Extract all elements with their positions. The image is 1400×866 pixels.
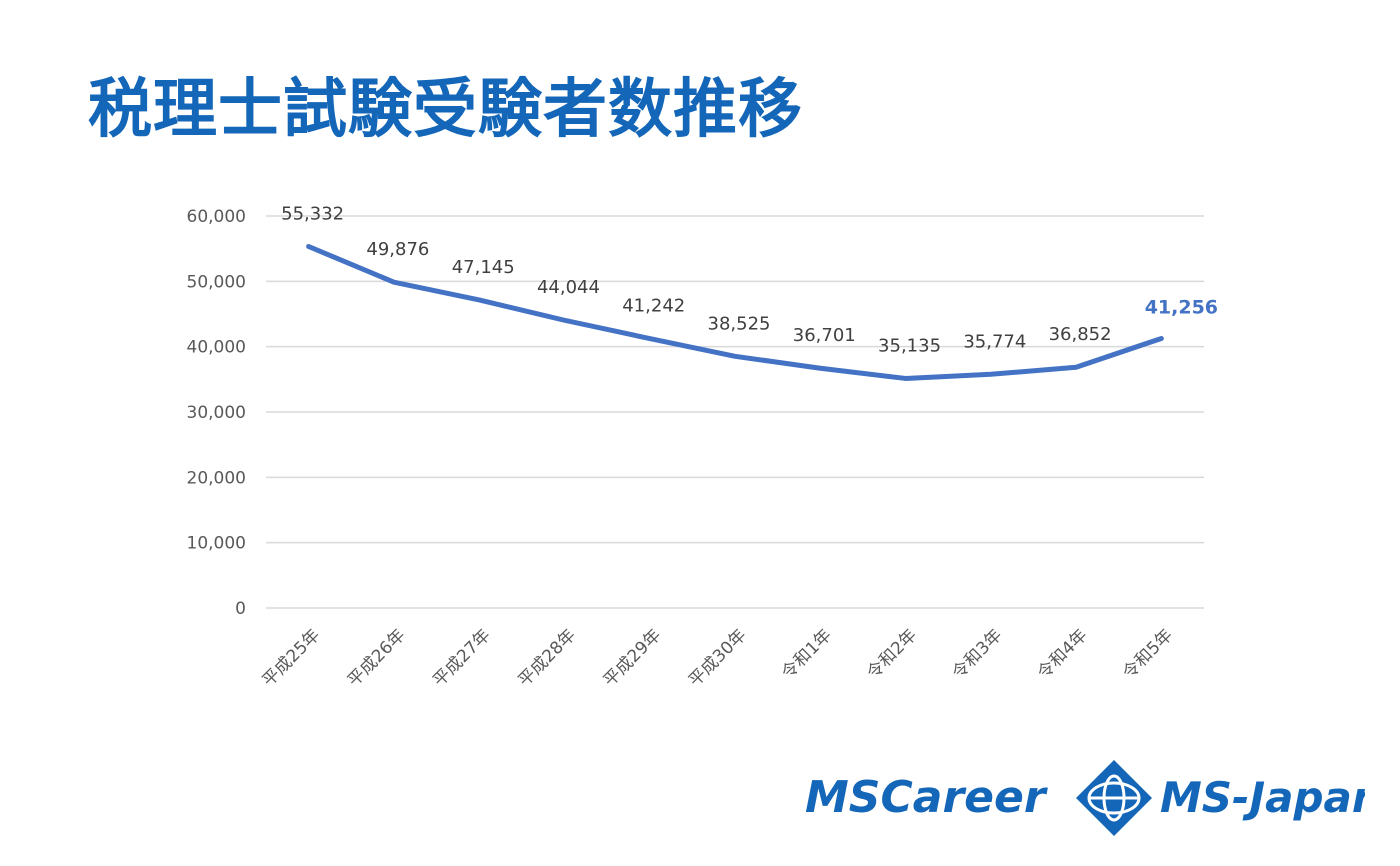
x-tick-label: 平成26年 — [344, 625, 410, 691]
x-tick-label: 令和4年 — [1034, 625, 1092, 683]
x-tick-label: 平成30年 — [685, 625, 751, 691]
data-label: 38,525 — [708, 313, 771, 334]
x-tick-label: 平成27年 — [429, 625, 495, 691]
diamond-globe-icon — [1076, 760, 1152, 836]
x-tick-label: 令和3年 — [948, 625, 1006, 683]
data-labels: 55,332 49,876 47,145 44,044 41,242 38,525 36,7… — [281, 203, 1218, 356]
grid-lines — [266, 215, 1204, 609]
y-tick-label: 20,000 — [187, 468, 246, 488]
data-label: 44,044 — [537, 277, 600, 298]
data-label: 36,852 — [1049, 324, 1112, 345]
data-label: 41,242 — [622, 296, 685, 317]
logo-msjapan-text: MS-Japan — [1160, 773, 1365, 822]
x-tick-label: 平成25年 — [259, 625, 325, 691]
page-title: 税理士試験受験者数推移 — [88, 73, 803, 147]
x-tick-label: 令和1年 — [778, 625, 836, 683]
data-label: 47,145 — [452, 257, 515, 278]
logo-mscareer-text: MSCareer — [805, 772, 1048, 823]
data-label: 49,876 — [366, 239, 429, 260]
x-tick-label: 令和2年 — [863, 625, 921, 683]
x-tick-label: 令和5年 — [1119, 625, 1177, 683]
data-label: 36,701 — [793, 325, 856, 346]
y-tick-label: 10,000 — [187, 534, 246, 554]
y-tick-label: 40,000 — [187, 338, 246, 358]
y-tick-label: 30,000 — [187, 403, 246, 423]
company-logo: MSCareer MS-Japan — [805, 760, 1365, 836]
x-axis-tick-labels: 平成25年 平成26年 平成27年 平成28年 平成29年 平成30年 令和1年 令和2年 令和… — [259, 625, 1177, 691]
y-tick-label: 50,000 — [187, 272, 246, 292]
y-tick-label: 0 — [235, 599, 246, 619]
series-line — [306, 243, 1164, 381]
data-label: 35,774 — [963, 331, 1026, 352]
y-axis-tick-labels: 0 10,000 20,000 30,000 40,000 50,000 60,000 — [187, 207, 246, 619]
data-label: 35,135 — [878, 335, 941, 356]
y-tick-label: 60,000 — [187, 207, 246, 227]
data-label: 55,332 — [281, 203, 344, 224]
x-tick-label: 平成29年 — [600, 625, 666, 691]
x-tick-label: 平成28年 — [514, 625, 580, 691]
series-line-path — [306, 243, 1164, 381]
data-label: 41,256 — [1145, 296, 1218, 318]
